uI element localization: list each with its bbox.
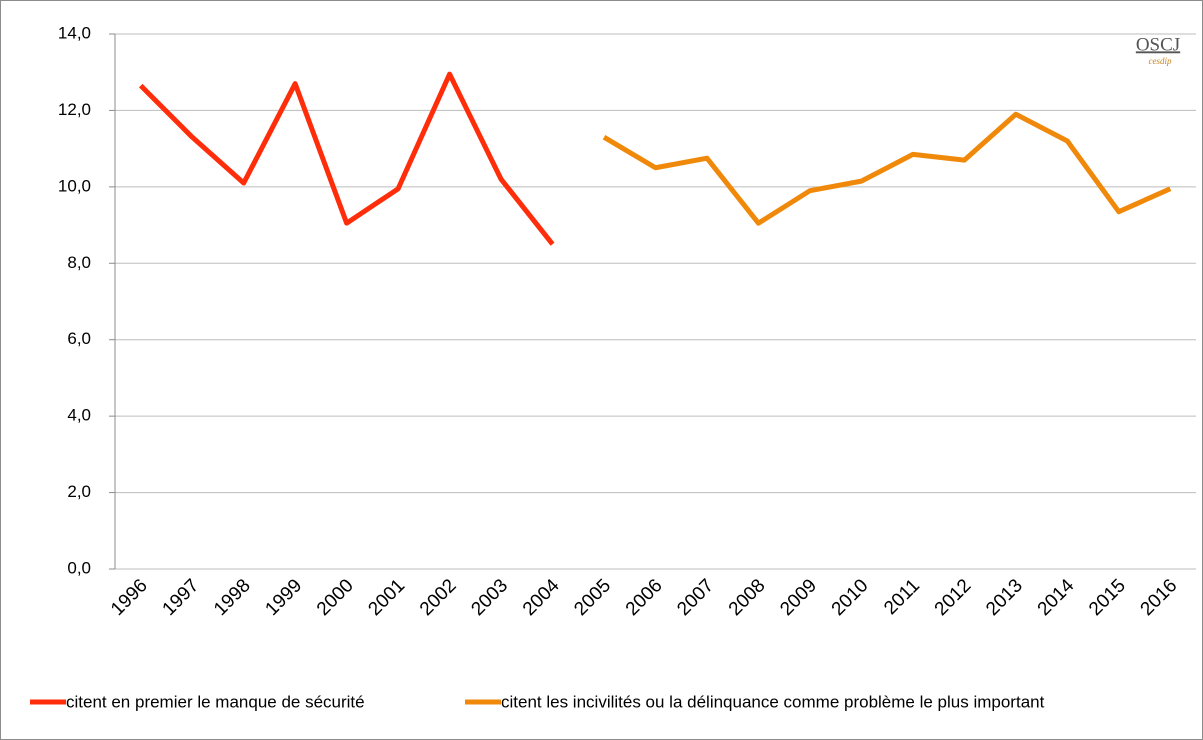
- y-tick-label: 0,0: [67, 558, 91, 577]
- series-line: [138, 71, 555, 246]
- legend-label: citent les incivilités ou la délinquance…: [501, 692, 1045, 711]
- series-line: [602, 111, 1172, 226]
- legend-label: citent en premier le manque de sécurité: [66, 692, 365, 711]
- y-tick-label: 4,0: [67, 406, 91, 425]
- logo-subtitle: cesdip: [1149, 56, 1172, 66]
- y-tick-label: 6,0: [67, 329, 91, 348]
- y-tick-label: 10,0: [58, 176, 91, 195]
- y-tick-label: 14,0: [58, 23, 91, 42]
- y-tick-label: 8,0: [67, 253, 91, 272]
- logo-title: OSCJ: [1136, 34, 1180, 55]
- y-tick-label: 12,0: [58, 100, 91, 119]
- y-tick-label: 2,0: [67, 482, 91, 501]
